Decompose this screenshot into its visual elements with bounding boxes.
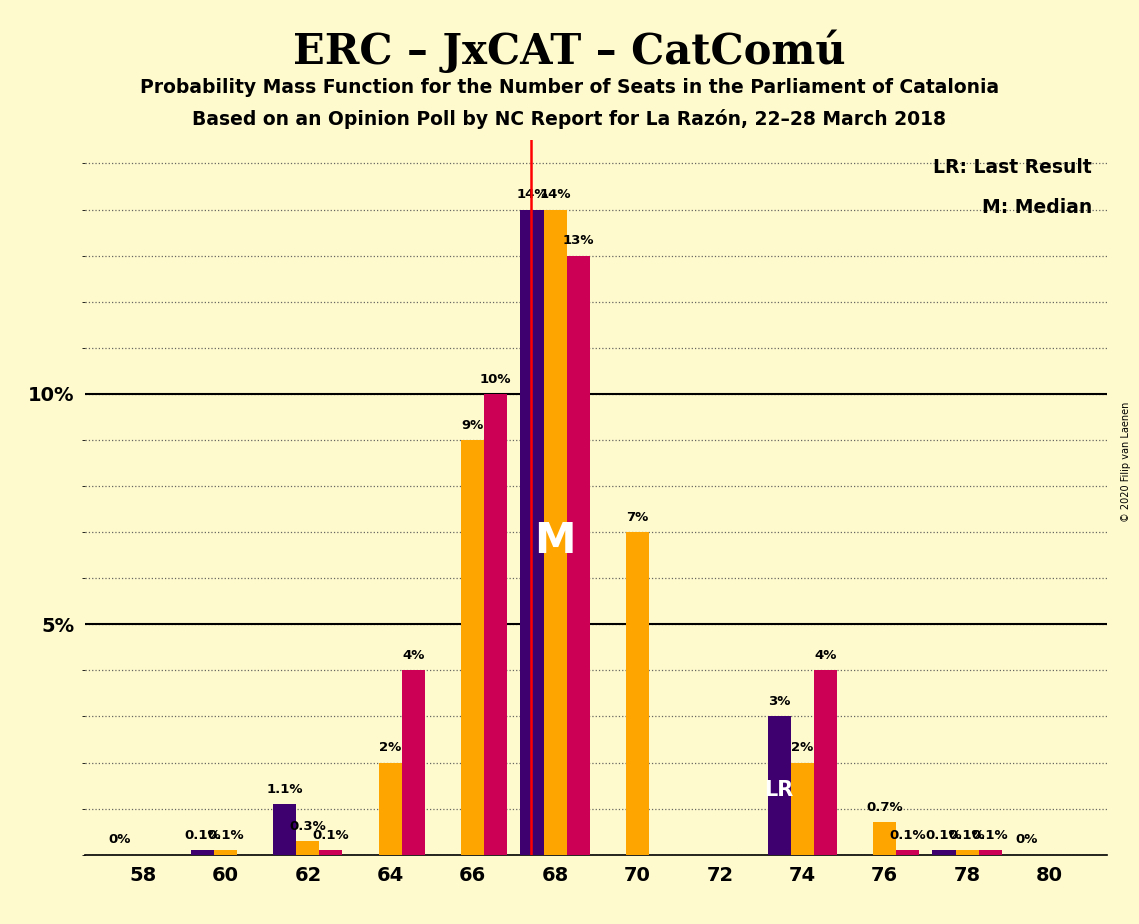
Bar xyxy=(874,822,896,855)
Text: 0%: 0% xyxy=(1015,833,1038,846)
Text: LR: Last Result: LR: Last Result xyxy=(933,158,1092,177)
Bar xyxy=(626,532,649,855)
Text: 0.7%: 0.7% xyxy=(867,801,903,814)
Text: ERC – JxCAT – CatComú: ERC – JxCAT – CatComú xyxy=(293,30,846,73)
Text: 10%: 10% xyxy=(480,372,511,385)
Text: 9%: 9% xyxy=(461,419,484,432)
Bar xyxy=(978,850,1001,855)
Text: M: Median: M: Median xyxy=(982,198,1092,216)
Text: 0.1%: 0.1% xyxy=(312,829,350,842)
Bar xyxy=(790,762,813,855)
Bar xyxy=(768,716,790,855)
Text: 7%: 7% xyxy=(626,511,648,524)
Bar xyxy=(191,850,214,855)
Text: 0.1%: 0.1% xyxy=(890,829,926,842)
Text: 0.1%: 0.1% xyxy=(949,829,985,842)
Text: Probability Mass Function for the Number of Seats in the Parliament of Catalonia: Probability Mass Function for the Number… xyxy=(140,78,999,97)
Bar xyxy=(319,850,343,855)
Text: Based on an Opinion Poll by NC Report for La Razón, 22–28 March 2018: Based on an Opinion Poll by NC Report fo… xyxy=(192,109,947,129)
Text: 3%: 3% xyxy=(768,695,790,708)
Text: 14%: 14% xyxy=(516,188,548,201)
Text: 0.3%: 0.3% xyxy=(289,820,326,833)
Text: 0.1%: 0.1% xyxy=(926,829,962,842)
Bar xyxy=(296,841,319,855)
Text: 2%: 2% xyxy=(792,741,813,754)
Bar xyxy=(379,762,402,855)
Text: 0.1%: 0.1% xyxy=(207,829,244,842)
Text: 0.1%: 0.1% xyxy=(972,829,1008,842)
Bar xyxy=(933,850,956,855)
Text: 1.1%: 1.1% xyxy=(267,783,303,796)
Text: © 2020 Filip van Laenen: © 2020 Filip van Laenen xyxy=(1121,402,1131,522)
Text: 13%: 13% xyxy=(563,235,593,248)
Text: 0%: 0% xyxy=(109,833,131,846)
Text: 0.1%: 0.1% xyxy=(185,829,221,842)
Text: M: M xyxy=(534,520,576,563)
Bar xyxy=(566,256,590,855)
Bar xyxy=(543,210,566,855)
Text: LR: LR xyxy=(764,780,794,800)
Bar xyxy=(521,210,543,855)
Bar xyxy=(461,440,484,855)
Text: 2%: 2% xyxy=(379,741,401,754)
Bar xyxy=(273,804,296,855)
Bar xyxy=(402,671,425,855)
Bar xyxy=(214,850,237,855)
Bar xyxy=(956,850,978,855)
Bar xyxy=(484,394,507,855)
Bar xyxy=(813,671,837,855)
Text: 14%: 14% xyxy=(540,188,571,201)
Bar xyxy=(896,850,919,855)
Text: 4%: 4% xyxy=(402,649,425,663)
Text: 4%: 4% xyxy=(814,649,836,663)
